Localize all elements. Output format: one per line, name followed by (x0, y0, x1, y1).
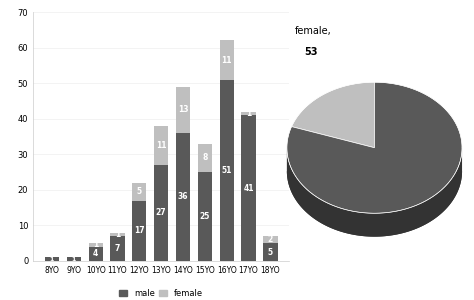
Text: 17: 17 (134, 226, 145, 235)
Text: 2: 2 (268, 235, 273, 244)
Bar (219, 40, 234, 80)
Text: 5: 5 (268, 248, 273, 256)
Text: 13: 13 (178, 105, 188, 114)
Bar (241, 112, 255, 115)
Polygon shape (287, 148, 462, 237)
Text: 51: 51 (221, 166, 232, 175)
Bar (198, 172, 212, 261)
Bar (45, 257, 59, 261)
Bar (219, 80, 234, 261)
Bar (176, 87, 190, 133)
Bar (154, 165, 168, 261)
Text: 5: 5 (137, 187, 142, 196)
Text: 1: 1 (50, 257, 54, 262)
Bar (89, 247, 103, 261)
Polygon shape (292, 82, 374, 148)
Bar (198, 144, 212, 172)
Bar (89, 243, 103, 247)
Bar (110, 232, 125, 236)
Polygon shape (287, 171, 462, 237)
Text: male,: male, (381, 134, 408, 143)
Bar (241, 115, 255, 261)
Bar (176, 133, 190, 261)
Text: 8: 8 (202, 153, 208, 162)
Text: 1: 1 (115, 230, 120, 239)
Legend: male, female: male, female (116, 286, 207, 300)
Text: 41: 41 (243, 184, 254, 193)
Text: 1: 1 (72, 257, 76, 262)
Bar (154, 126, 168, 165)
Text: 4: 4 (93, 249, 98, 258)
Polygon shape (287, 82, 462, 213)
Text: 25: 25 (200, 212, 210, 221)
Text: 27: 27 (156, 208, 166, 217)
Text: 7: 7 (115, 244, 120, 253)
Text: 1: 1 (246, 109, 251, 118)
Bar (67, 257, 81, 261)
Bar (132, 183, 146, 200)
Text: female,: female, (295, 26, 332, 36)
Text: 36: 36 (178, 193, 188, 202)
Text: 215: 215 (384, 154, 404, 164)
Text: 1: 1 (93, 241, 98, 250)
Text: 11: 11 (156, 141, 166, 150)
Bar (263, 236, 277, 243)
Text: 11: 11 (221, 56, 232, 64)
Bar (132, 200, 146, 261)
Bar (110, 236, 125, 261)
Text: 53: 53 (304, 47, 318, 57)
Bar (263, 243, 277, 261)
